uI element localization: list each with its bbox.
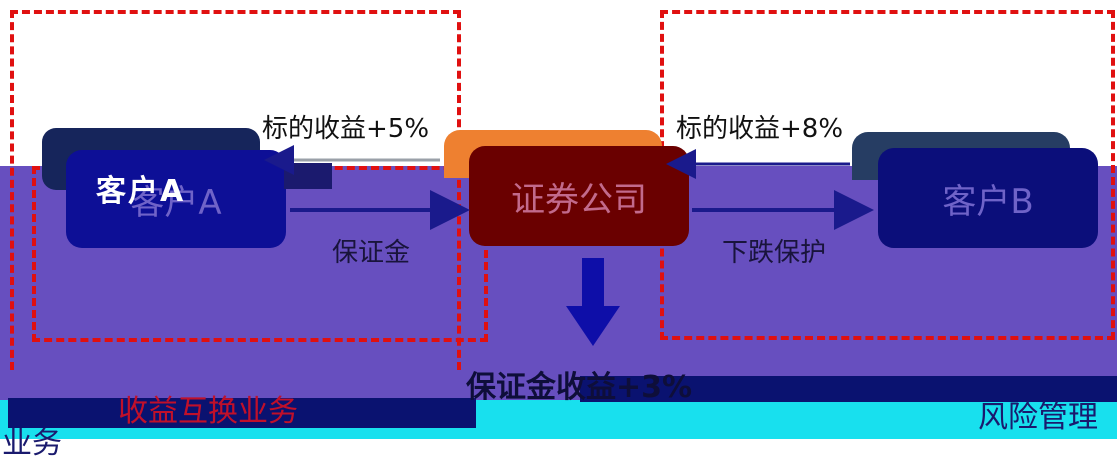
bottom-dark-strip-left: [8, 398, 476, 428]
down-arrow-icon: [566, 258, 620, 346]
client-b-label: 客户B: [942, 181, 1034, 222]
client-b-node: 客户B: [878, 148, 1098, 248]
underlying-return-b-label: 标的收益+8%: [676, 114, 844, 144]
client-a-overlay-text: 客户A: [96, 174, 186, 209]
client-a-label: 客户A: [130, 182, 222, 223]
business-text: 业务: [2, 426, 62, 461]
swap-business-text: 收益互换业务: [118, 394, 298, 429]
downside-protection-label: 下跌保护: [722, 238, 827, 268]
client-a-node: 客户A: [66, 150, 286, 248]
securities-company-node: 证券公司: [469, 146, 689, 246]
underlying-return-a-label: 标的收益+5%: [262, 114, 430, 144]
risk-management-text: 风险管理: [978, 400, 1098, 435]
securities-company-label: 证券公司: [511, 179, 647, 220]
margin-label: 保证金: [332, 238, 411, 268]
bottom-dark-strip-right: [580, 376, 1117, 402]
flow-arrows: [264, 145, 874, 346]
margin-return-text: 保证金收益+3%: [466, 370, 693, 405]
